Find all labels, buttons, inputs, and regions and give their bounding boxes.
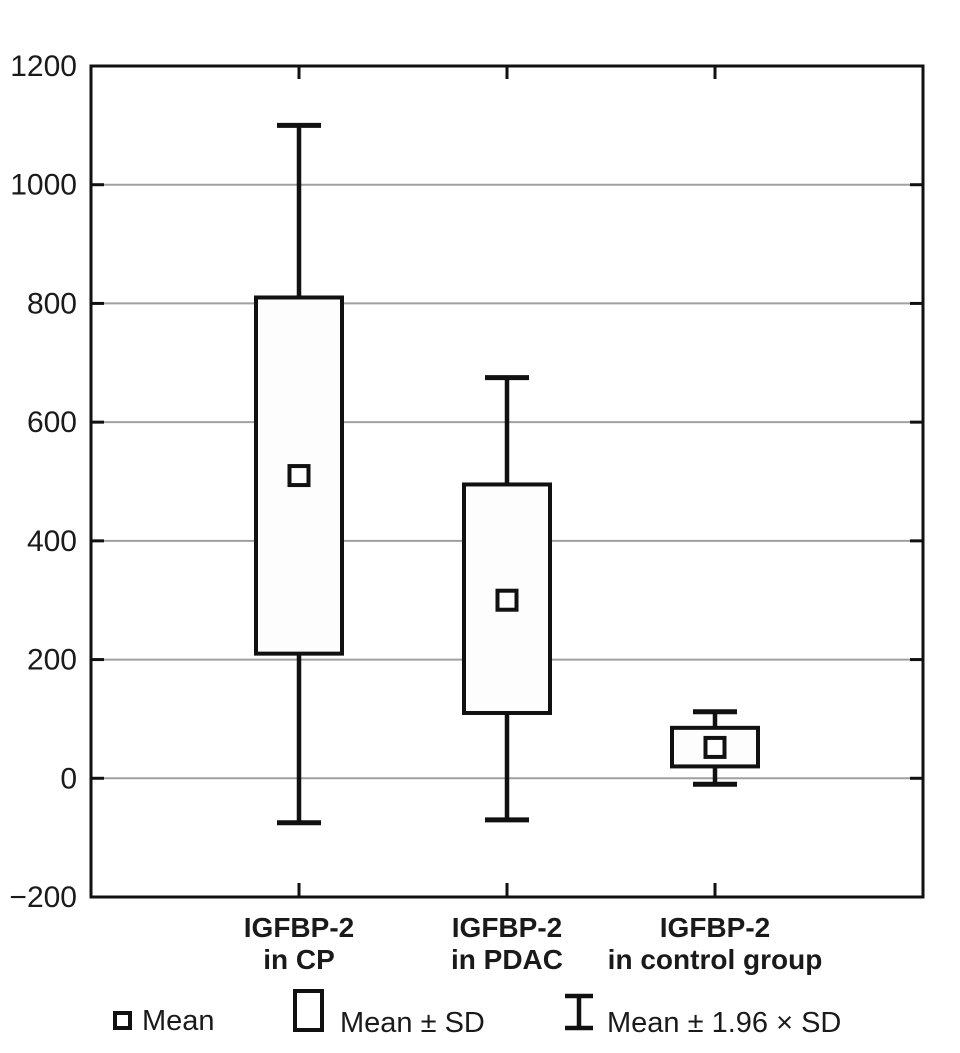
category-label: IGFBP-2 in CP: [244, 912, 354, 975]
whisker-icon: [565, 993, 593, 1031]
legend-item-sd: Mean ± SD: [293, 989, 485, 1040]
y-axis-label: 200: [27, 644, 77, 677]
y-axis-label: 400: [27, 525, 77, 558]
mean-marker: [287, 464, 311, 488]
legend-item-whisker: Mean ± 1.96 × SD: [562, 992, 841, 1040]
y-axis-label: 1200: [10, 50, 77, 83]
mean-marker: [703, 735, 727, 759]
y-axis-label: 600: [27, 406, 77, 439]
mean-marker: [495, 588, 519, 612]
legend-label-mean: Mean: [142, 1005, 215, 1037]
y-axis-label: 0: [60, 762, 77, 795]
mean-square-icon: [113, 1011, 132, 1030]
y-axis-label: 1000: [10, 169, 77, 202]
legend-item-mean: Mean: [113, 1005, 215, 1038]
legend-label-sd: Mean ± SD: [340, 1007, 485, 1039]
sd-box-icon: [293, 989, 324, 1032]
y-axis-label: −200: [9, 881, 77, 914]
legend-label-whisker: Mean ± 1.96 × SD: [607, 1007, 842, 1039]
category-label: IGFBP-2 in control group: [608, 912, 823, 975]
category-label: IGFBP-2 in PDAC: [451, 912, 563, 975]
y-axis-label: 800: [27, 287, 77, 320]
